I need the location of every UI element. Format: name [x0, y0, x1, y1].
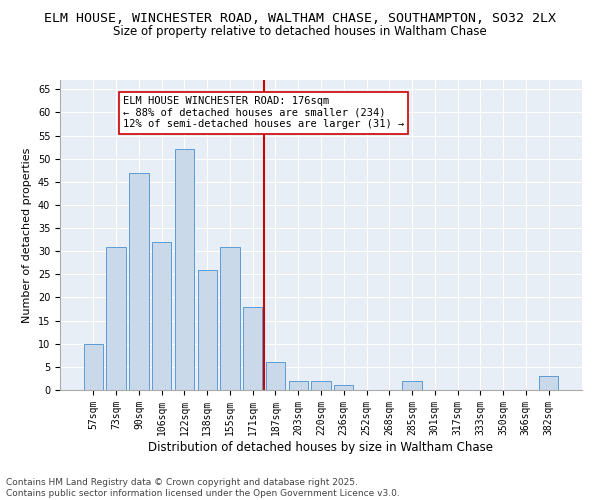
X-axis label: Distribution of detached houses by size in Waltham Chase: Distribution of detached houses by size … — [149, 440, 493, 454]
Bar — [289, 380, 308, 390]
Bar — [152, 242, 172, 390]
Bar — [403, 380, 422, 390]
Bar — [197, 270, 217, 390]
Bar — [334, 386, 353, 390]
Bar — [266, 362, 285, 390]
Text: ELM HOUSE WINCHESTER ROAD: 176sqm
← 88% of detached houses are smaller (234)
12%: ELM HOUSE WINCHESTER ROAD: 176sqm ← 88% … — [123, 96, 404, 130]
Text: Contains HM Land Registry data © Crown copyright and database right 2025.
Contai: Contains HM Land Registry data © Crown c… — [6, 478, 400, 498]
Bar — [175, 150, 194, 390]
Bar — [243, 306, 262, 390]
Bar — [220, 246, 239, 390]
Bar — [129, 172, 149, 390]
Bar — [106, 246, 126, 390]
Y-axis label: Number of detached properties: Number of detached properties — [22, 148, 32, 322]
Bar — [84, 344, 103, 390]
Bar — [539, 376, 558, 390]
Text: Size of property relative to detached houses in Waltham Chase: Size of property relative to detached ho… — [113, 25, 487, 38]
Text: ELM HOUSE, WINCHESTER ROAD, WALTHAM CHASE, SOUTHAMPTON, SO32 2LX: ELM HOUSE, WINCHESTER ROAD, WALTHAM CHAS… — [44, 12, 556, 26]
Bar — [311, 380, 331, 390]
